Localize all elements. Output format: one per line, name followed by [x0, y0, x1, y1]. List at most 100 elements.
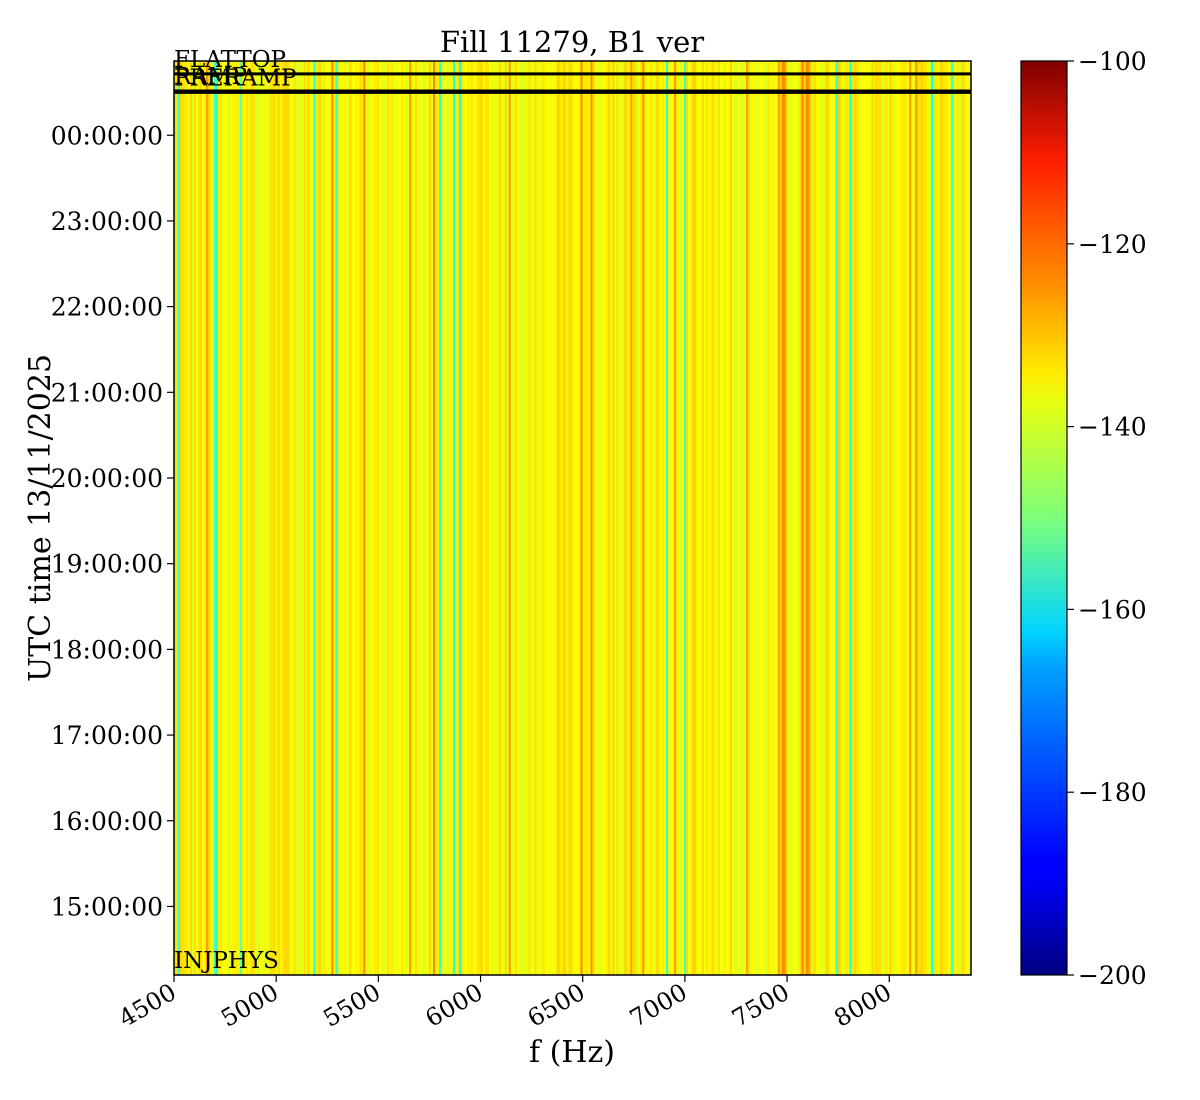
y-tick-label: 15:00:00 [51, 892, 163, 921]
heatmap-stripe [753, 61, 757, 975]
heatmap-stripe [209, 61, 213, 975]
heatmap-stripe [486, 61, 490, 975]
heatmap-stripe [183, 61, 187, 975]
heatmap-stripe [345, 61, 348, 975]
heatmap-stripe [939, 61, 942, 975]
heatmap-stripe [727, 61, 731, 975]
heatmap-stripe [652, 61, 655, 975]
heatmap-stripe [759, 61, 763, 975]
heatmap-stripe [536, 61, 540, 975]
heatmap-stripe [835, 61, 839, 975]
heatmap-stripe [692, 61, 695, 975]
heatmap-stripe [518, 61, 522, 975]
heatmap-stripe [219, 61, 223, 975]
heatmap-stripe [179, 61, 183, 975]
heatmap-stripe [554, 61, 558, 975]
heatmap-stripe [458, 61, 462, 975]
heatmap-stripe [811, 61, 815, 975]
heatmap-stripe [466, 61, 470, 975]
heatmap-stripe [646, 61, 649, 975]
heatmap-stripe [331, 61, 334, 975]
heatmap-stripe [227, 61, 231, 975]
heatmap-stripe [915, 61, 918, 975]
heatmap-stripe [369, 61, 372, 975]
heatmap-stripe [407, 61, 410, 975]
colorbar [1020, 60, 1068, 976]
heatmap-stripe [662, 61, 665, 975]
heatmap-stripe [195, 61, 199, 975]
heatmap-stripe [472, 61, 476, 975]
heatmap-stripe [333, 61, 336, 975]
heatmap-stripe [690, 61, 693, 975]
heatmap-stripe [686, 61, 689, 975]
heatmap-stripe [193, 61, 197, 975]
heatmap-stripe [223, 61, 227, 975]
heatmap-stripe [572, 61, 576, 975]
heatmap-stripe [961, 61, 964, 975]
x-tick-label: 5000 [216, 978, 283, 1033]
y-tick-label: 23:00:00 [51, 207, 163, 236]
heatmap-stripe [815, 61, 819, 975]
heatmap-stripe [291, 61, 295, 975]
heatmap-stripe [199, 61, 203, 975]
heatmap-stripe [871, 61, 874, 975]
heatmap-stripe [526, 61, 530, 975]
heatmap-stripe [795, 61, 799, 975]
heatmap-stripe [907, 61, 910, 975]
heatmap-stripe [869, 61, 872, 975]
heatmap-stripe [781, 61, 785, 975]
heatmap-stripe [917, 61, 920, 975]
heatmap-stripe [602, 61, 605, 975]
heatmap-stripe [556, 61, 560, 975]
heatmap-stripe [197, 61, 201, 975]
heatmap-stripe [887, 61, 890, 975]
heatmap-stripe [538, 61, 542, 975]
heatmap-stripe [411, 61, 414, 975]
heatmap-stripe [530, 61, 534, 975]
heatmap-stripe [259, 61, 263, 975]
heatmap-stripe [365, 61, 368, 975]
heatmap-stripe [626, 61, 629, 975]
heatmap-stripe [211, 61, 215, 975]
heatmap-stripe [634, 61, 637, 975]
heatmap-stripe [283, 61, 287, 975]
heatmap-stripe [253, 61, 257, 975]
colorbar-tick-label: −100 [1078, 47, 1147, 76]
heatmap-stripe [265, 61, 269, 975]
heatmap-stripe [492, 61, 496, 975]
heatmap-stripe [857, 61, 861, 975]
heatmap-stripe [522, 61, 526, 975]
heatmap-stripe [454, 61, 458, 975]
colorbar-tick-label: −200 [1078, 961, 1147, 990]
heatmap-stripe [417, 61, 420, 975]
heatmap-stripe [797, 61, 801, 975]
heatmap-stripe [393, 61, 396, 975]
heatmap-stripe [658, 61, 661, 975]
heatmap-stripe [174, 61, 177, 975]
heatmap-stripe [433, 61, 436, 975]
heatmap-stripe [865, 61, 868, 975]
heatmap-stripe [739, 61, 743, 975]
heatmap-stripe [839, 61, 843, 975]
heatmap-stripe [767, 61, 771, 975]
heatmap-stripe [745, 61, 749, 975]
heatmap-stripe [825, 61, 829, 975]
heatmap-stripe [175, 61, 179, 975]
heatmap-stripe [375, 61, 378, 975]
heatmap-stripe [937, 61, 940, 975]
heatmap-stripe [203, 61, 207, 975]
heatmap-stripe [845, 61, 849, 975]
heatmap-stripe [448, 61, 452, 975]
heatmap-stripe [323, 61, 327, 975]
heatmap-stripe [215, 61, 219, 975]
heatmap-stripe [801, 61, 805, 975]
heatmap-stripe [267, 61, 271, 975]
heatmap-stripe [552, 61, 556, 975]
heatmap-stripe [931, 61, 934, 975]
heatmap-stripe [550, 61, 554, 975]
heatmap-stripe [574, 61, 578, 975]
heatmap-stripe [355, 61, 358, 975]
heatmap-stripe [562, 61, 566, 975]
colorbar-tick-label: −160 [1078, 595, 1147, 624]
beam-mode-label: RAMP [174, 64, 247, 90]
